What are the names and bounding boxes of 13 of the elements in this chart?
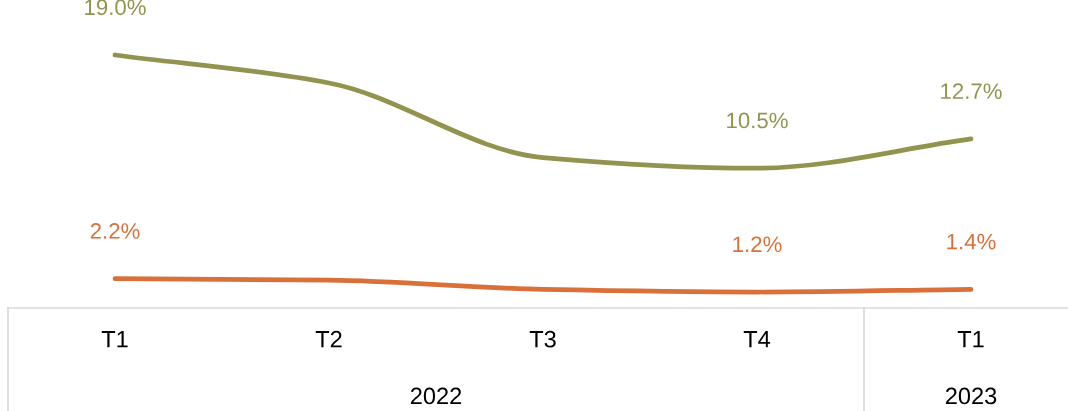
text: 2022: [410, 387, 462, 405]
x-tick-label: T1: [957, 331, 984, 348]
data-label: 19.0%: [85, 0, 146, 16]
data-label: 2.2%: [90, 223, 140, 239]
data-label: 10.5%: [727, 112, 788, 129]
data-label: 1.4%: [947, 233, 996, 250]
x-tick-label: T1: [101, 331, 128, 348]
x-tick-label: T3: [529, 330, 556, 348]
data-label: 1.2%: [733, 236, 782, 253]
x-tick-label: T4: [743, 331, 771, 348]
text: 2023: [945, 387, 997, 405]
data-label: 12.7%: [941, 83, 1002, 99]
x-tick-label: T2: [315, 330, 342, 348]
